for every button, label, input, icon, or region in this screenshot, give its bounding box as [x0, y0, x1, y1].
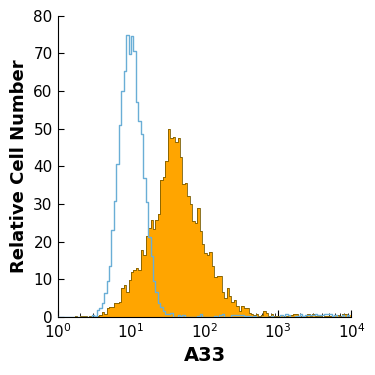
X-axis label: A33: A33: [183, 346, 225, 365]
Y-axis label: Relative Cell Number: Relative Cell Number: [10, 60, 28, 273]
